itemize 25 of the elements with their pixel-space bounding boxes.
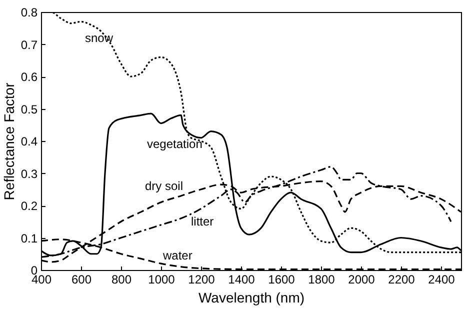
- x-axis-title: Wavelength (nm): [198, 290, 305, 306]
- y-tick-label: 0.2: [20, 199, 38, 213]
- y-tick-label: 0.5: [20, 102, 38, 116]
- y-tick-label: 0.8: [20, 6, 38, 20]
- series-label: water: [162, 248, 192, 262]
- series-label: litter: [191, 214, 214, 229]
- x-tick-label: 1800: [308, 272, 336, 286]
- y-tick-label: 0.6: [20, 70, 38, 84]
- y-tick-label: 0.4: [20, 134, 38, 148]
- y-tick-label: 0.7: [20, 38, 38, 52]
- x-tick-label: 2400: [428, 272, 456, 286]
- x-tick-label: 2200: [388, 272, 416, 286]
- x-tick-label: 1400: [228, 272, 256, 286]
- series-label: dry soil: [145, 179, 184, 194]
- x-tick-label: 800: [111, 272, 132, 286]
- x-tick-label: 2000: [348, 272, 376, 286]
- y-axis-title: Reflectance Factor: [0, 82, 17, 200]
- x-tick-label: 1600: [268, 272, 296, 286]
- series-label: snow: [85, 30, 114, 45]
- y-tick-label: 0.3: [20, 166, 38, 181]
- x-tick-label: 1000: [148, 272, 176, 286]
- x-tick-label: 1200: [188, 272, 216, 286]
- series-label: vegetation: [147, 137, 202, 152]
- y-tick-label: 0.1: [20, 231, 38, 246]
- x-tick-label: 600: [71, 272, 92, 286]
